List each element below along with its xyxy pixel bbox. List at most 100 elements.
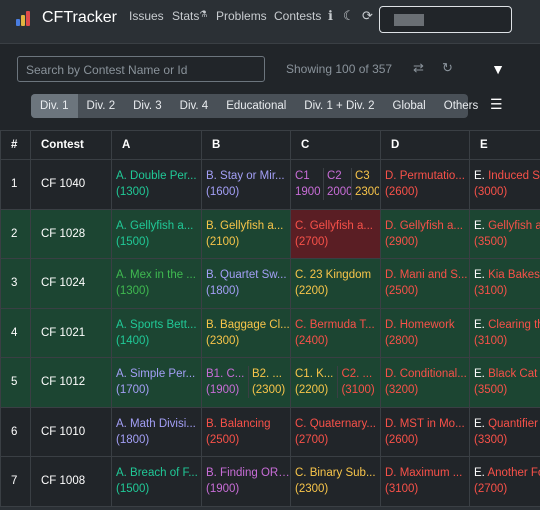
problem-cell[interactable]: B. Quartet Sw... (1800) xyxy=(201,258,291,309)
tab-div2[interactable]: Div. 2 xyxy=(86,100,116,112)
problem-cell[interactable]: E. Kia Bakes (3100) xyxy=(469,258,540,309)
problem-name[interactable]: C1. K... xyxy=(295,368,334,381)
sub-problem[interactable]: C1. K... (2200) xyxy=(295,366,337,398)
nav-stats[interactable]: Stats⚗ xyxy=(172,9,208,23)
problem-cell[interactable]: C. Binary Sub... (2300) xyxy=(290,456,381,507)
shuffle-icon[interactable]: ⇄ xyxy=(413,60,424,75)
moon-icon[interactable]: ☾ xyxy=(343,8,355,23)
problem-cell[interactable]: D. Gellyfish a... (2900) xyxy=(380,208,470,259)
contest-name[interactable]: CF 1028 xyxy=(30,208,112,259)
contest-search-input[interactable]: Search by Contest Name or Id xyxy=(17,56,265,82)
problem-cell[interactable]: D. Conditional... (3200) xyxy=(380,357,470,408)
sub-problem[interactable]: C2. ... (3100) xyxy=(337,366,379,399)
problem-name[interactable]: D. MST in Mo... xyxy=(385,417,465,430)
tab-div4[interactable]: Div. 4 xyxy=(179,100,209,112)
problem-name[interactable]: C. Binary Sub... xyxy=(295,467,376,480)
problem-cell[interactable]: C. Gellyfish a... (2700) xyxy=(290,208,381,259)
problem-name[interactable]: A. Breach of F... xyxy=(116,467,198,480)
problem-name[interactable]: C. Bermuda T... xyxy=(295,318,375,331)
problem-name[interactable]: A. Math Divisi... xyxy=(116,417,196,430)
problem-cell[interactable]: A. Breach of F... (1500) xyxy=(111,456,202,507)
problem-name[interactable]: E. Black Cat C xyxy=(474,366,540,382)
brand[interactable]: CFTracker xyxy=(16,9,117,27)
sub-problem[interactable]: B2. ... (2300) xyxy=(247,366,290,399)
problem-name[interactable]: D. Gellyfish a... xyxy=(385,219,463,232)
user-handle-input[interactable] xyxy=(379,6,512,33)
sub-problem[interactable]: C2 2000 xyxy=(323,168,351,201)
problem-cell[interactable]: B. Stay or Mir... (1600) xyxy=(201,159,291,210)
problem-name[interactable]: D. Maximum ... xyxy=(385,467,463,480)
problem-name[interactable]: A. Gellyfish a... xyxy=(116,219,194,232)
problem-name[interactable]: A. Mex in the ... xyxy=(116,269,196,282)
problem-cell[interactable]: D. Mani and S... (2500) xyxy=(380,258,470,309)
problem-cell[interactable]: D. Permutatio... (2600) xyxy=(380,159,470,210)
problem-name[interactable]: C. 23 Kingdom xyxy=(295,269,372,282)
problem-name[interactable]: C2. ... xyxy=(341,368,373,381)
refresh-icon[interactable]: ⟳ xyxy=(362,8,373,23)
contest-name[interactable]: CF 1010 xyxy=(30,406,112,457)
sub-problem[interactable]: B1. C... (1900) xyxy=(206,366,248,398)
contest-name[interactable]: CF 1024 xyxy=(30,258,112,309)
problem-name[interactable]: B. Balancing xyxy=(206,417,271,430)
problem-cell[interactable]: A. Gellyfish a... (1500) xyxy=(111,208,202,259)
problem-name[interactable]: B1. C... xyxy=(206,368,245,381)
problem-name[interactable]: D. Permutatio... xyxy=(385,170,465,183)
problem-cell[interactable]: E. Gellyfish a (3500) xyxy=(469,208,540,259)
problem-cell[interactable]: A. Double Per... (1300) xyxy=(111,159,202,210)
problem-name[interactable]: C. Quaternary... xyxy=(295,417,376,430)
tab-global[interactable]: Global xyxy=(392,100,426,112)
problem-name[interactable]: C2 xyxy=(327,170,342,183)
problem-name[interactable]: E. Kia Bakes xyxy=(474,267,540,283)
contest-name[interactable]: CF 1008 xyxy=(30,456,112,507)
contest-name[interactable]: CF 1040 xyxy=(30,159,112,210)
problem-cell[interactable]: C. Bermuda T... (2400) xyxy=(290,307,381,358)
problem-name[interactable]: E. Gellyfish a xyxy=(474,218,540,234)
problem-name[interactable]: E. Clearing th xyxy=(474,317,540,333)
tab-div1-div2[interactable]: Div. 1 + Div. 2 xyxy=(304,100,375,112)
problem-cell[interactable]: D. Maximum ... (3100) xyxy=(380,456,470,507)
problem-cell[interactable]: B. Baggage Cl... (2300) xyxy=(201,307,291,358)
problem-cell[interactable]: E. Another Fo (2700) xyxy=(469,456,540,507)
contest-name[interactable]: CF 1021 xyxy=(30,307,112,358)
problem-cell[interactable]: B. Finding OR ... (1900) xyxy=(201,456,291,507)
problem-name[interactable]: A. Simple Per... xyxy=(116,368,196,381)
sub-problem[interactable]: C1 1900 xyxy=(295,168,323,200)
problem-cell[interactable]: A. Simple Per... (1700) xyxy=(111,357,202,408)
problem-cell[interactable]: B. Gellyfish a... (2100) xyxy=(201,208,291,259)
tab-others[interactable]: Others xyxy=(443,100,479,112)
problem-name[interactable]: D. Homework xyxy=(385,318,455,331)
problem-cell[interactable]: E. Clearing th (3100) xyxy=(469,307,540,358)
problem-name[interactable]: A. Double Per... xyxy=(116,170,197,183)
nav-problems[interactable]: Problems xyxy=(216,9,267,23)
problem-name[interactable]: B. Finding OR ... xyxy=(206,467,290,480)
problem-name[interactable]: B. Gellyfish a... xyxy=(206,219,284,232)
menu-icon[interactable]: ☰ xyxy=(490,96,503,112)
problem-name[interactable]: A. Sports Bett... xyxy=(116,318,197,331)
problem-cell[interactable]: E. Quantifier (3300) xyxy=(469,406,540,457)
problem-name[interactable]: C1 xyxy=(295,170,310,183)
problem-name[interactable]: E. Quantifier xyxy=(474,416,540,432)
tab-educational[interactable]: Educational xyxy=(226,100,287,112)
reset-icon[interactable]: ↻ xyxy=(442,60,453,75)
problem-cell[interactable]: A. Math Divisi... (1800) xyxy=(111,406,202,457)
problem-cell[interactable]: C. Quaternary... (2700) xyxy=(290,406,381,457)
problem-name[interactable]: B. Stay or Mir... xyxy=(206,170,285,183)
tab-div1[interactable]: Div. 1 xyxy=(31,94,78,118)
problem-name[interactable]: E. Induced Su xyxy=(474,168,540,184)
problem-cell[interactable]: C. 23 Kingdom (2200) xyxy=(290,258,381,309)
nav-issues[interactable]: Issues xyxy=(129,9,164,23)
problem-cell[interactable]: E. Black Cat C (3500) xyxy=(469,357,540,408)
problem-name[interactable]: C. Gellyfish a... xyxy=(295,219,373,232)
problem-cell[interactable]: D. MST in Mo... (2600) xyxy=(380,406,470,457)
problem-name[interactable]: B. Baggage Cl... xyxy=(206,318,290,331)
problem-cell[interactable]: A. Sports Bett... (1400) xyxy=(111,307,202,358)
problem-cell[interactable]: A. Mex in the ... (1300) xyxy=(111,258,202,309)
info-icon[interactable]: ℹ xyxy=(328,8,333,23)
sub-problem[interactable]: C3 2300 xyxy=(351,168,379,201)
problem-cell[interactable]: B. Balancing (2500) xyxy=(201,406,291,457)
problem-name[interactable]: D. Conditional... xyxy=(385,368,467,381)
problem-name[interactable]: D. Mani and S... xyxy=(385,269,468,282)
nav-contests[interactable]: Contests xyxy=(274,9,322,23)
problem-cell[interactable]: E. Induced Su (3000) xyxy=(469,159,540,210)
problem-name[interactable]: B2. ... xyxy=(251,368,282,381)
